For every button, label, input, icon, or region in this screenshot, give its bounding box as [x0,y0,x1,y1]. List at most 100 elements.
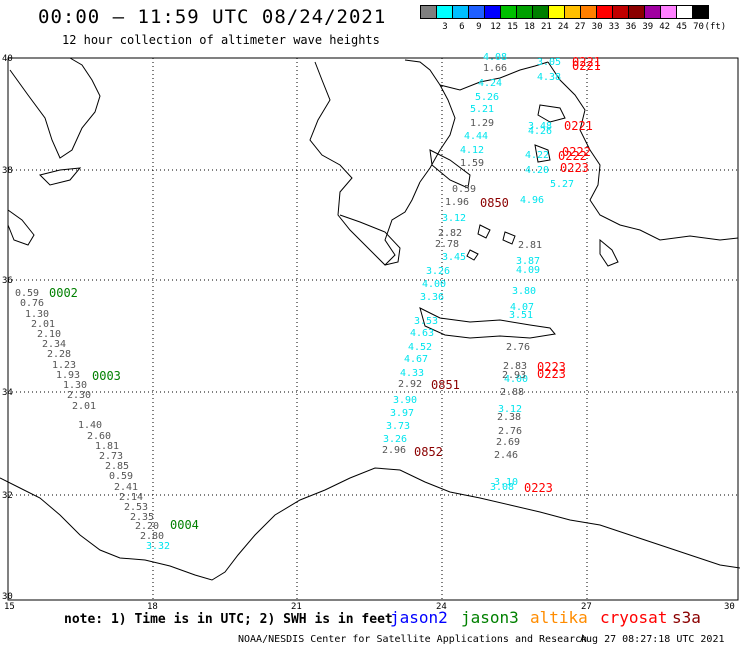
pass-time: 0004 [170,518,199,532]
swh-value: 3.53 [414,316,438,327]
swh-value: 2.20 [135,521,159,532]
swh-value: 2.60 [87,431,111,442]
scale-label: (ft) [704,22,727,32]
timestamp: Aug 27 08:27:18 UTC 2021 [580,634,725,645]
lon-tick: 30 [724,602,735,612]
coastlines [0,57,740,581]
pass-time: 0002 [49,286,78,300]
pass-time: 0223 [537,360,566,374]
lat-tick: 40 [2,54,13,64]
lat-tick: 34 [2,388,13,398]
swh-value: 2.41 [114,482,138,493]
scale-label: 24 [557,22,569,32]
scale-label: 42 [659,22,671,32]
swh-value: 2.46 [494,450,518,461]
swh-value: 4.24 [478,78,502,89]
swh-value: 2.35 [130,512,154,523]
swh-value: 2.93 [502,370,526,381]
lat-tick: 38 [2,166,13,176]
swh-value: 2.76 [498,426,522,437]
lon-tick: 27 [581,602,592,612]
swh-value: 3.36 [420,292,444,303]
scale-label: 18 [524,22,535,32]
swh-value: 1.81 [95,441,119,452]
scale-label: 15 [507,22,519,32]
scale-label: 45 [676,22,688,32]
swh-value: 4.67 [404,354,428,365]
scale-label: 30 [591,22,603,32]
swh-value: 2.73 [99,451,123,462]
map-subtitle: 12 hour collection of altimeter wave hei… [62,33,380,47]
swh-value: 2.14 [119,492,143,503]
pass-time: 0223 [560,161,589,175]
swh-value: 3.32 [146,541,170,552]
scale-label: 3 [442,22,448,32]
swh-value: 3.26 [383,434,407,445]
credit: NOAA/NESDIS Center for Satellite Applica… [238,634,588,645]
lat-lon-grid [8,58,738,600]
swh-value: 1.29 [470,118,494,129]
scale-labels: 3 6 9 12 15 18 21 24 27 30 33 36 39 42 45 70 (ft) [421,22,737,34]
swh-value: 3.12 [498,404,522,415]
scale-label: 6 [459,22,465,32]
swh-value: 1.23 [52,360,76,371]
wave-height-color-scale [420,5,709,19]
footnote: note: 1) Time is in UTC; 2) SWH is in fe… [64,612,393,627]
lat-tick: 32 [2,491,13,501]
swh-value: 3.10 [494,477,518,488]
swh-value: 1.59 [460,158,484,169]
pass-time: 0850 [480,196,509,210]
swh-value: 3.80 [512,286,536,297]
swh-value: 3.97 [390,408,414,419]
swh-value: 2.28 [47,349,71,360]
lon-tick: 21 [291,602,302,612]
scale-label: 12 [490,22,502,32]
swh-value: 1.96 [445,197,469,208]
pass-time: 0852 [414,445,443,459]
swh-value: 4.20 [525,165,549,176]
swh-value: 1.40 [78,420,102,431]
swh-value: 4.96 [520,195,544,206]
scale-label: 33 [608,22,620,32]
swh-value: 4.26 [528,126,552,137]
swh-value: 4.22 [525,150,549,161]
pass-time: 0221 [572,55,601,69]
swh-value: 3.45 [442,252,466,263]
lon-tick: 18 [147,602,158,612]
swh-value: 0.59 [15,288,39,299]
swh-value: 1.30 [25,309,49,320]
swh-value: 1.30 [63,380,87,391]
swh-value: 3.87 [516,256,540,267]
map-title: 00:00 – 11:59 UTC 08/24/2021 [38,6,387,28]
swh-value: 2.85 [105,461,129,472]
swh-value: 5.27 [550,179,574,190]
lat-tick: 36 [2,276,13,286]
pass-time: 0223 [524,481,553,495]
swh-value: 4.00 [504,374,528,385]
swh-value: 4.38 [537,72,561,83]
swh-value: 4.52 [408,342,432,353]
swh-value: 2.38 [497,412,521,423]
pass-time: 0851 [431,378,460,392]
swh-value: 3.05 [537,57,561,68]
swh-value: 2.81 [518,240,542,251]
swh-value: 4.44 [464,131,488,142]
swh-value: 2.80 [140,531,164,542]
pass-time: 0221 [572,59,601,73]
swh-value: 4.09 [516,265,540,276]
legend-cryosat: cryosat [600,608,668,627]
swh-value: 0.59 [452,184,476,195]
swh-value: 2.76 [506,342,530,353]
scale-label: 36 [625,22,637,32]
pass-time: 0221 [564,119,593,133]
scale-label: 70 [693,22,704,32]
swh-value: 4.07 [510,302,534,313]
swh-labels: 4.08 3.05 4.38 4.24 5.265.21 4.44 4.12 5.27 4.96… [15,52,601,552]
swh-value: 2.82 [438,228,462,239]
scale-label: 21 [540,22,552,32]
swh-value: 3.08 [490,482,514,493]
swh-value: 4.63 [410,328,434,339]
swh-value: 3.51 [509,310,533,321]
swh-value: 2.01 [72,401,96,412]
